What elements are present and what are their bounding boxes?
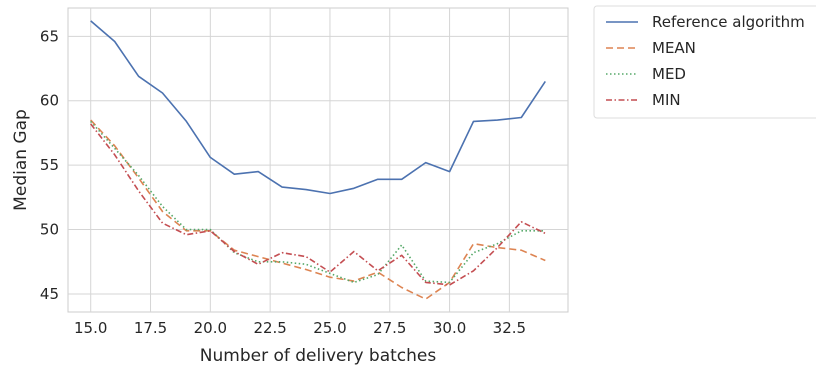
x-tick-label: 20.0 (194, 319, 227, 337)
series-line (90, 120, 546, 284)
legend-label: MED (652, 65, 686, 83)
x-tick-label: 25.0 (313, 319, 346, 337)
x-tick-label: 30.0 (433, 319, 466, 337)
y-axis-ticks: 45 50 55 60 65 (40, 27, 59, 303)
series-line (90, 123, 546, 286)
grid-lines (68, 8, 568, 312)
legend-label: MIN (652, 91, 681, 109)
y-tick-label: 60 (40, 92, 59, 110)
y-tick-label: 65 (40, 27, 59, 45)
series-med (90, 120, 546, 284)
y-tick-label: 45 (40, 285, 59, 303)
series-lines (90, 20, 546, 300)
series-line (90, 20, 546, 195)
legend-box (593, 5, 816, 119)
x-axis-ticks: 15.0 17.5 20.0 22.5 25.0 27.5 30.0 32.5 (74, 319, 526, 337)
legend: Reference algorithm MEAN MED MIN (593, 5, 816, 119)
legend-label: Reference algorithm (652, 13, 805, 31)
series-reference-algorithm (90, 20, 546, 195)
y-tick-label: 55 (40, 156, 59, 174)
x-tick-label: 15.0 (74, 319, 107, 337)
x-axis-label: Number of delivery batches (200, 346, 437, 366)
x-tick-label: 22.5 (253, 319, 286, 337)
y-tick-label: 50 (40, 221, 59, 239)
x-tick-label: 17.5 (134, 319, 167, 337)
x-tick-label: 32.5 (493, 319, 526, 337)
x-tick-label: 27.5 (373, 319, 406, 337)
y-axis-label: Median Gap (11, 109, 31, 211)
legend-label: MEAN (652, 39, 696, 57)
series-mean (90, 119, 546, 300)
series-min (90, 123, 546, 286)
series-line (90, 119, 546, 300)
plot-background (67, 7, 569, 313)
